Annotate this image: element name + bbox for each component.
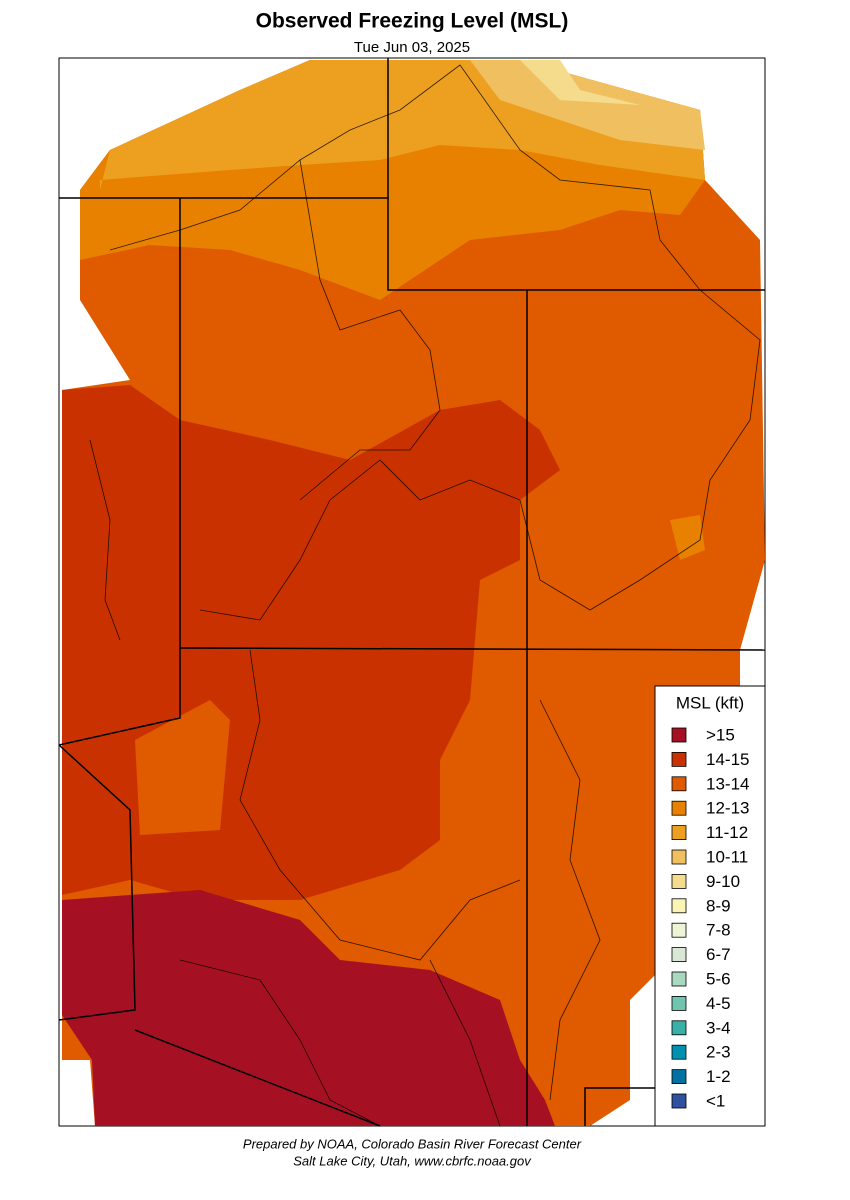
region [135, 700, 230, 835]
legend-swatch [671, 1093, 687, 1109]
region [470, 60, 705, 150]
legend-label: 10-11 [706, 847, 748, 866]
legend-title: MSL (kft) [676, 693, 744, 712]
region [520, 60, 640, 105]
basins [89, 64, 761, 1127]
legend-swatch [671, 947, 687, 962]
state-border [179, 647, 766, 651]
legend: >15 14-15 13-14 12-13 11-12 10-11 9-10 8-9 7-8 6-… [671, 725, 749, 1110]
state-border [58, 744, 136, 1021]
legend-label: 11-12 [706, 823, 748, 842]
legend-swatch [671, 776, 687, 792]
legend-label: 2-3 [706, 1043, 731, 1062]
legend-swatch [671, 996, 687, 1011]
legend-swatch [671, 898, 687, 914]
legend-swatch [671, 727, 687, 743]
legend-label: 8-9 [706, 896, 731, 915]
legend-label: 5-6 [706, 969, 731, 988]
legend-swatch [671, 752, 687, 767]
state-border [584, 1087, 655, 1126]
legend-label: 4-5 [706, 994, 731, 1013]
footer-line: Salt Lake City, Utah, www.cbrfc.noaa.gov [293, 1153, 532, 1168]
region [62, 890, 555, 1126]
footer-line: Prepared by NOAA, Colorado Basin River F… [243, 1136, 582, 1151]
legend-swatch [671, 971, 687, 987]
legend-label: 9-10 [706, 872, 740, 891]
state-border [58, 198, 181, 746]
legend-swatch [671, 800, 687, 816]
basin-line [239, 649, 521, 961]
state-border [59, 197, 765, 291]
legend-label: <1 [706, 1091, 725, 1110]
basin-line [89, 439, 121, 641]
basin-line [429, 959, 501, 1127]
legend-label: 1-2 [706, 1067, 731, 1086]
legend-label: 7-8 [706, 921, 731, 940]
map-subtitle: Tue Jun 03, 2025 [354, 39, 470, 56]
state-border [134, 1029, 381, 1127]
legend-swatch [671, 825, 687, 840]
legend-label: >15 [706, 725, 735, 744]
legend-label: 3-4 [706, 1018, 731, 1037]
legend-swatch [671, 1020, 687, 1036]
basin-line [539, 699, 601, 1101]
basin-line [109, 64, 761, 621]
legend-swatch [671, 1069, 687, 1084]
map-title: Observed Freezing Level (MSL) [256, 10, 569, 33]
legend-swatch [671, 922, 687, 938]
region [670, 515, 705, 560]
regions [62, 60, 765, 1126]
legend-label: 13-14 [706, 774, 749, 793]
legend-label: 6-7 [706, 945, 731, 964]
legend-swatch [671, 1044, 687, 1060]
state-borders [58, 58, 766, 1127]
legend-swatch [671, 849, 687, 865]
basin-line [179, 959, 381, 1127]
legend-label: 12-13 [706, 799, 749, 818]
legend-swatch [671, 874, 687, 889]
legend-label: 14-15 [706, 750, 749, 769]
basin-line [299, 159, 441, 501]
